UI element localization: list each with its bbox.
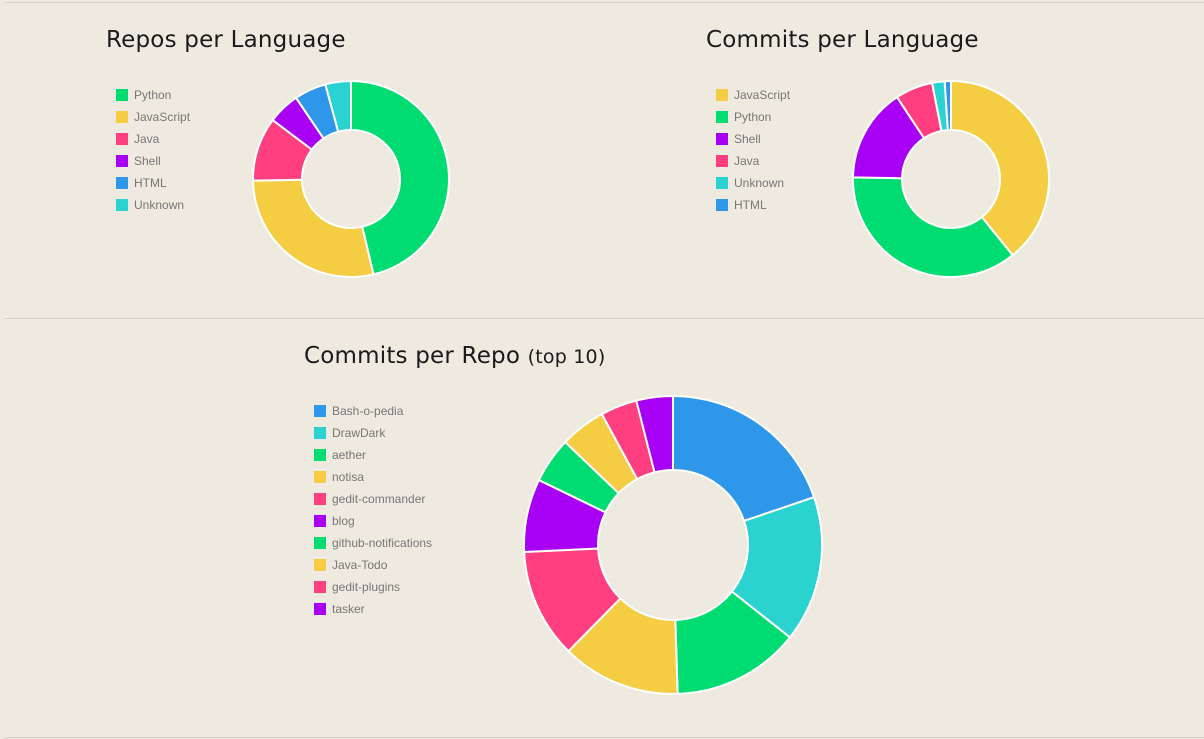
legend-label: aether — [332, 448, 367, 462]
doughnut-chart — [251, 79, 450, 278]
legend-swatch — [116, 199, 128, 211]
chart-title: Commits per Language — [706, 27, 979, 53]
legend-swatch — [314, 559, 326, 571]
legend-item-javascript[interactable]: JavaScript — [716, 84, 790, 106]
legend-item-notisa[interactable]: notisa — [314, 466, 432, 488]
legend-item-unknown[interactable]: Unknown — [116, 194, 190, 216]
legend-label: gedit-plugins — [332, 580, 401, 594]
slice-javascript[interactable] — [950, 79, 1050, 257]
doughnut-chart — [851, 79, 1050, 278]
legend-item-gedit-plugins[interactable]: gedit-plugins — [314, 576, 432, 598]
legend-item-aether[interactable]: aether — [314, 444, 432, 466]
legend-swatch — [716, 133, 728, 145]
chart-legend: Bash-o-pedia DrawDark aether notisa gedit-co… — [314, 400, 432, 620]
legend-swatch — [314, 603, 326, 615]
legend-label: JavaScript — [134, 110, 191, 124]
legend-label: Java-Todo — [332, 558, 388, 572]
middle-divider — [4, 318, 1204, 319]
chart-title-text: Commits per Repo — [304, 343, 521, 369]
legend-item-unknown[interactable]: Unknown — [716, 172, 790, 194]
legend-item-gedit-commander[interactable]: gedit-commander — [314, 488, 432, 510]
legend-swatch — [116, 155, 128, 167]
slice-tasker[interactable] — [635, 394, 674, 474]
legend-label: Bash-o-pedia — [332, 404, 404, 418]
legend-item-python[interactable]: Python — [716, 106, 790, 128]
legend-label: HTML — [134, 176, 167, 190]
legend-item-java-todo[interactable]: Java-Todo — [314, 554, 432, 576]
legend-swatch — [716, 177, 728, 189]
slice-python[interactable] — [350, 79, 450, 276]
legend-swatch — [116, 177, 128, 189]
legend-label: DrawDark — [332, 426, 386, 440]
slice-html[interactable] — [943, 79, 952, 132]
legend-label: gedit-commander — [332, 492, 426, 506]
repos-per-language-panel: Repos per Language Python JavaScript Java S… — [0, 0, 600, 318]
slice-bash-o-pedia[interactable] — [672, 394, 816, 523]
legend-label: Java — [734, 154, 760, 168]
legend-item-python[interactable]: Python — [116, 84, 190, 106]
legend-item-javascript[interactable]: JavaScript — [116, 106, 190, 128]
legend-label: JavaScript — [734, 88, 791, 102]
legend-swatch — [314, 493, 326, 505]
commits-per-language-panel: Commits per Language JavaScript Python She… — [600, 0, 1204, 318]
legend-swatch — [314, 427, 326, 439]
legend-swatch — [716, 199, 728, 211]
legend-swatch — [716, 89, 728, 101]
legend-label: tasker — [332, 602, 365, 616]
legend-label: Unknown — [134, 198, 185, 212]
legend-label: Shell — [134, 154, 161, 168]
slice-python[interactable] — [852, 176, 1015, 278]
legend-label: Java — [134, 132, 160, 146]
top-divider — [4, 2, 1204, 3]
legend-label: github-notifications — [332, 536, 433, 550]
legend-swatch — [116, 89, 128, 101]
legend-item-github-notifications[interactable]: github-notifications — [314, 532, 432, 554]
legend-item-blog[interactable]: blog — [314, 510, 432, 532]
legend-item-drawdark[interactable]: DrawDark — [314, 422, 432, 444]
commits-per-repo-panel: Commits per Repo (top 10) Bash-o-pedia Dr… — [0, 319, 1204, 737]
legend-item-bash-o-pedia[interactable]: Bash-o-pedia — [314, 400, 432, 422]
legend-item-html[interactable]: HTML — [116, 172, 190, 194]
legend-swatch — [314, 515, 326, 527]
legend-label: Python — [134, 88, 172, 102]
legend-label: Unknown — [734, 176, 785, 190]
chart-title: Commits per Repo (top 10) — [304, 343, 605, 369]
slice-javascript[interactable] — [251, 178, 375, 278]
legend-swatch — [116, 133, 128, 145]
legend-swatch — [716, 111, 728, 123]
chart-legend: Python JavaScript Java Shell HTML Unknown — [116, 84, 190, 216]
legend-item-tasker[interactable]: tasker — [314, 598, 432, 620]
doughnut-chart — [523, 394, 823, 695]
slice-unknown[interactable] — [324, 79, 352, 133]
legend-label: Shell — [734, 132, 761, 146]
legend-swatch — [314, 537, 326, 549]
legend-swatch — [716, 155, 728, 167]
legend-label: blog — [332, 514, 355, 528]
legend-item-shell[interactable]: Shell — [716, 128, 790, 150]
chart-legend: JavaScript Python Shell Java Unknown HTML — [716, 84, 790, 216]
legend-item-java[interactable]: Java — [116, 128, 190, 150]
legend-label: HTML — [734, 198, 767, 212]
legend-swatch — [116, 111, 128, 123]
legend-swatch — [314, 405, 326, 417]
legend-item-shell[interactable]: Shell — [116, 150, 190, 172]
legend-label: Python — [734, 110, 772, 124]
legend-label: notisa — [332, 470, 365, 484]
legend-swatch — [314, 449, 326, 461]
chart-title-text: Repos per Language — [106, 27, 346, 53]
bottom-divider — [4, 737, 1204, 738]
chart-title-text: Commits per Language — [706, 27, 979, 53]
legend-item-html[interactable]: HTML — [716, 194, 790, 216]
legend-swatch — [314, 471, 326, 483]
legend-item-java[interactable]: Java — [716, 150, 790, 172]
chart-subtitle: (top 10) — [527, 346, 606, 368]
chart-title: Repos per Language — [106, 27, 346, 53]
legend-swatch — [314, 581, 326, 593]
